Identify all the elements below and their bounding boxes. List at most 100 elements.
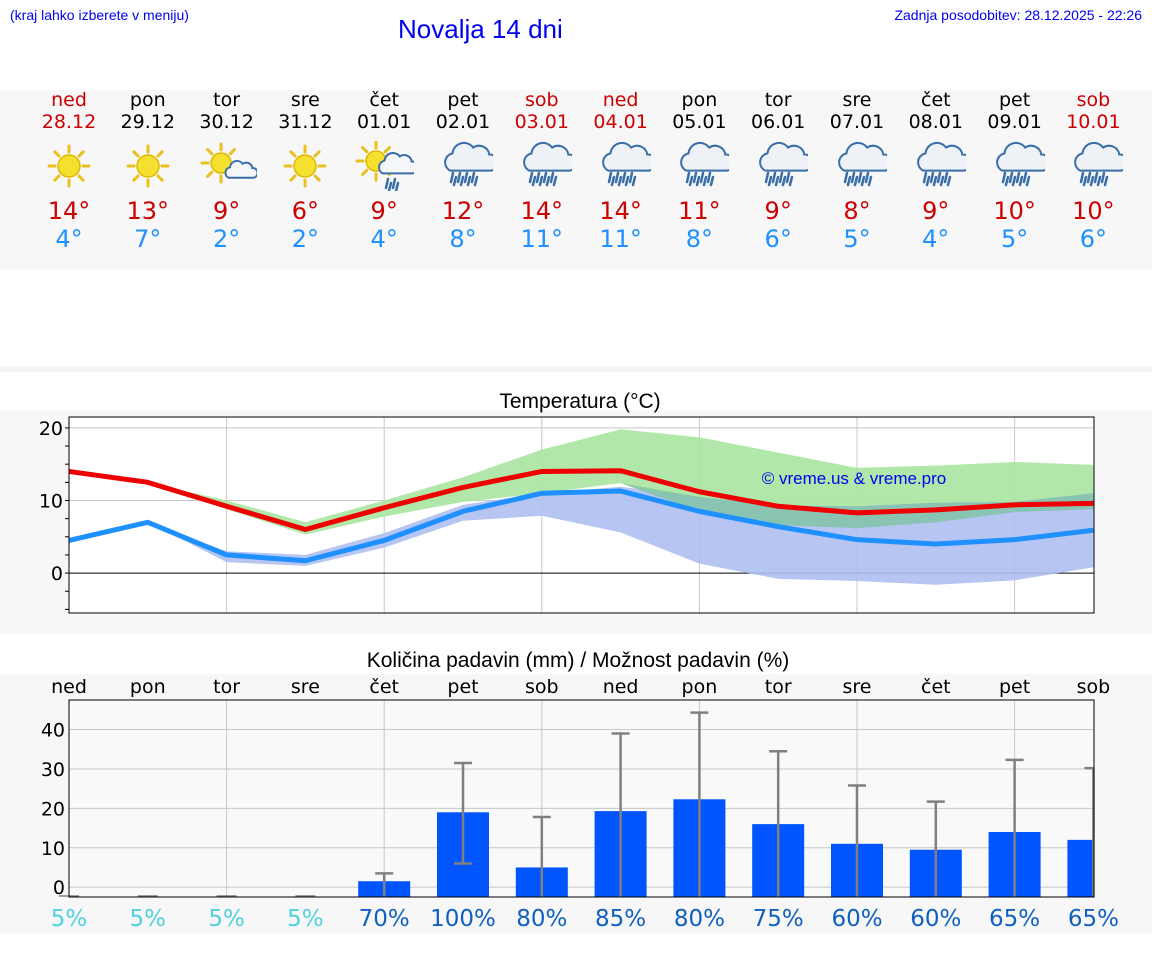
precip-probability: 5% (287, 906, 324, 932)
weather-icon (47, 144, 91, 188)
temp-max: 14° (47, 197, 91, 225)
day-name: ned (51, 89, 87, 111)
temp-min: 11° (599, 225, 642, 253)
last-update: Zadnja posodobitev: 28.12.2025 - 22:26 (894, 7, 1142, 23)
day-date: 31.12 (278, 111, 333, 133)
precip-probability: 65% (989, 906, 1040, 932)
precip-probability: 85% (595, 906, 646, 932)
sun-icon (283, 144, 327, 188)
precip-day-label: ned (603, 676, 639, 698)
rain-cloud-icon (759, 141, 809, 187)
precip-probability: 65% (1068, 906, 1119, 932)
temp-max: 9° (764, 197, 792, 225)
day-name: pon (129, 89, 166, 111)
precip-y-tick-label: 10 (41, 838, 65, 860)
day-column: ned 28.12 14° 4° (24, 90, 114, 260)
rain-cloud-icon (601, 141, 651, 187)
temp-min: 8° (685, 225, 714, 253)
precip-day-label: sob (1077, 676, 1111, 698)
day-column: sob 03.01 14° 11° (497, 90, 587, 260)
weather-icon (838, 141, 887, 187)
watermark: © vreme.us & vreme.pro (762, 469, 946, 488)
day-name: sob (525, 89, 559, 111)
weather-icon (916, 141, 966, 187)
weather-icon (444, 141, 493, 187)
temp-min: 5° (843, 225, 871, 253)
day-column: sob 10.01 10° 6° (1048, 90, 1138, 260)
day-date: 04.01 (593, 111, 648, 133)
rain-cloud-icon (838, 141, 887, 187)
temp-min: 2° (291, 225, 320, 253)
day-name: pet (998, 89, 1031, 111)
rain-cloud-icon (995, 141, 1045, 187)
temp-plot-frame (68, 416, 1095, 614)
day-name: čet (921, 89, 951, 111)
temp-max: 11° (678, 197, 721, 225)
temp-max: 13° (126, 197, 170, 225)
rain-cloud-icon (444, 141, 493, 187)
temp-min: 6° (764, 225, 792, 253)
sun-cloud-rain-icon (355, 141, 415, 191)
day-name: ned (602, 89, 639, 111)
weather-icon (283, 144, 327, 188)
temp-min: 8° (449, 225, 477, 253)
day-name: sre (842, 89, 872, 111)
rain-cloud-icon (916, 141, 966, 187)
day-name: čet (369, 89, 399, 111)
weather-icon (126, 144, 170, 188)
day-name: tor (213, 89, 241, 111)
day-name: sre (290, 89, 320, 111)
precip-probability: 100% (430, 906, 496, 932)
weather-icon (759, 141, 809, 187)
day-column: tor 06.01 9° 6° (733, 90, 823, 260)
temp-chart-title: Temperatura (°C) (499, 390, 660, 413)
day-column: sre 31.12 6° 2° (260, 90, 350, 260)
page-title: Novalja 14 dni (398, 14, 563, 44)
temp-min: 4° (370, 225, 398, 253)
day-date: 05.01 (672, 111, 727, 133)
day-date: 01.01 (356, 111, 412, 133)
weather-icon (1074, 141, 1124, 187)
day-name: pon (681, 89, 718, 111)
precip-day-label: ned (51, 676, 87, 698)
day-column: sre 07.01 8° 5° (812, 90, 902, 260)
temp-max: 9° (922, 197, 950, 225)
day-date: 30.12 (199, 111, 254, 133)
temp-min: 11° (520, 225, 564, 253)
day-name: sob (1076, 89, 1111, 111)
precip-probability: 80% (674, 906, 725, 932)
precip-day-label: čet (921, 676, 951, 698)
day-date: 02.01 (435, 111, 491, 133)
temp-min: 7° (134, 225, 162, 253)
temp-max: 14° (520, 197, 564, 225)
precip-bar (1067, 839, 1094, 897)
precip-day-label: čet (369, 676, 399, 698)
temp-max: 9° (370, 197, 398, 225)
day-name: pet (447, 89, 479, 111)
day-date: 28.12 (41, 111, 97, 133)
precip-probability: 5% (130, 906, 167, 932)
temp-max: 9° (212, 197, 241, 225)
day-column: pet 09.01 10° 5° (970, 90, 1060, 260)
precip-probability: 5% (51, 906, 88, 932)
day-date: 10.01 (1066, 111, 1121, 133)
day-column: pon 29.12 13° 7° (103, 90, 193, 260)
forecast-band (0, 90, 1152, 270)
temp-max: 14° (599, 197, 642, 225)
day-date: 06.01 (750, 111, 806, 133)
day-date: 08.01 (908, 111, 963, 133)
rain-cloud-icon (680, 141, 730, 187)
sun-icon (126, 144, 170, 188)
rain-cloud-icon (1074, 141, 1124, 187)
precip-probability: 80% (516, 906, 567, 932)
min-temp-line (68, 488, 1094, 564)
temp-min: 5° (1000, 225, 1029, 253)
precip-probability: 5% (208, 906, 245, 932)
precip-day-label: pon (130, 676, 166, 698)
precip-day-label: sre (291, 676, 320, 698)
precip-day-label: pet (999, 676, 1030, 698)
precip-chart-title: Količina padavin (mm) / Možnost padavin … (367, 649, 790, 672)
sun-cloud-icon (200, 142, 257, 184)
precip-day-label: pet (447, 676, 478, 698)
